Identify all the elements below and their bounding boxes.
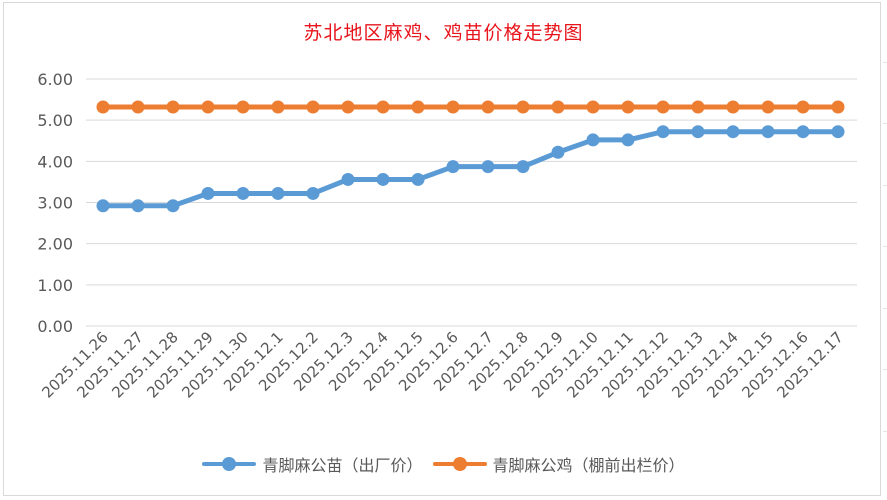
data-point[interactable] [166,199,180,213]
y-tick-label: 1.00 [37,276,73,295]
data-point[interactable] [131,100,145,114]
data-point[interactable] [831,125,845,139]
sheet-row-line [883,246,887,247]
legend: 青脚麻公苗（出厂价） 青脚麻公鸡（棚前出栏价） [0,452,887,476]
chart-title: 苏北地区麻鸡、鸡苗价格走势图 [303,22,584,44]
data-point[interactable] [96,100,110,114]
data-point[interactable] [446,100,460,114]
data-point[interactable] [761,125,775,139]
legend-dot [452,457,467,471]
data-point[interactable] [481,100,495,114]
data-point[interactable] [236,186,250,200]
y-tick-label: 2.00 [37,235,73,254]
sheet-row-line [883,369,887,370]
data-point[interactable] [271,186,285,200]
data-point[interactable] [166,100,180,114]
line-marker-icon [202,457,257,471]
data-point[interactable] [656,100,670,114]
data-point[interactable] [481,160,495,174]
y-tick-label: 3.00 [37,194,73,213]
data-point[interactable] [831,100,845,114]
line-marker-icon [432,457,487,471]
data-point[interactable] [411,100,425,114]
sheet-row-line [883,431,887,432]
data-point[interactable] [691,100,705,114]
data-series [96,100,845,213]
y-tick-label: 0.00 [37,317,73,336]
legend-item-rooster-price[interactable]: 青脚麻公鸡（棚前出栏价） [432,452,685,476]
legend-dot [222,457,237,471]
data-point[interactable] [271,100,285,114]
sheet-row-line [883,185,887,186]
data-point[interactable] [131,199,145,213]
sheet-row-line [883,62,887,63]
data-point[interactable] [551,100,565,114]
data-point[interactable] [621,100,635,114]
data-point[interactable] [691,125,705,139]
series-line [103,129,838,209]
data-point[interactable] [376,172,390,186]
data-point[interactable] [551,145,565,159]
data-point[interactable] [236,100,250,114]
chart-area[interactable] [3,2,881,496]
data-point[interactable] [411,172,425,186]
legend-label: 青脚麻公苗（出厂价） [262,456,423,475]
data-point[interactable] [516,100,530,114]
data-point[interactable] [726,100,740,114]
data-point[interactable] [201,100,215,114]
data-point[interactable] [586,133,600,147]
data-point[interactable] [761,100,775,114]
gridlines [86,78,857,327]
data-point[interactable] [796,125,810,139]
data-point[interactable] [726,125,740,139]
data-point[interactable] [446,160,460,174]
data-point[interactable] [306,186,320,200]
y-tick-label: 4.00 [37,152,73,171]
data-point[interactable] [341,172,355,186]
legend-item-chick-price[interactable]: 青脚麻公苗（出厂价） [202,452,423,476]
legend-label: 青脚麻公鸡（棚前出栏价） [492,456,685,475]
data-point[interactable] [796,100,810,114]
data-point[interactable] [621,133,635,147]
data-point[interactable] [96,199,110,213]
data-point[interactable] [341,100,355,114]
data-point[interactable] [201,186,215,200]
sheet-row-line [883,123,887,124]
data-point[interactable] [306,100,320,114]
data-point[interactable] [656,125,670,139]
data-point[interactable] [516,160,530,174]
data-point[interactable] [586,100,600,114]
y-tick-label: 5.00 [37,111,73,130]
sheet-row-line [883,308,887,309]
data-point[interactable] [376,100,390,114]
y-tick-label: 6.00 [37,70,73,89]
x-axis-ticks: 2025.11.262025.11.272025.11.282025.11.29… [38,328,846,401]
y-axis-ticks: 0.00 1.00 2.00 3.00 4.00 5.00 6.00 [37,70,73,336]
